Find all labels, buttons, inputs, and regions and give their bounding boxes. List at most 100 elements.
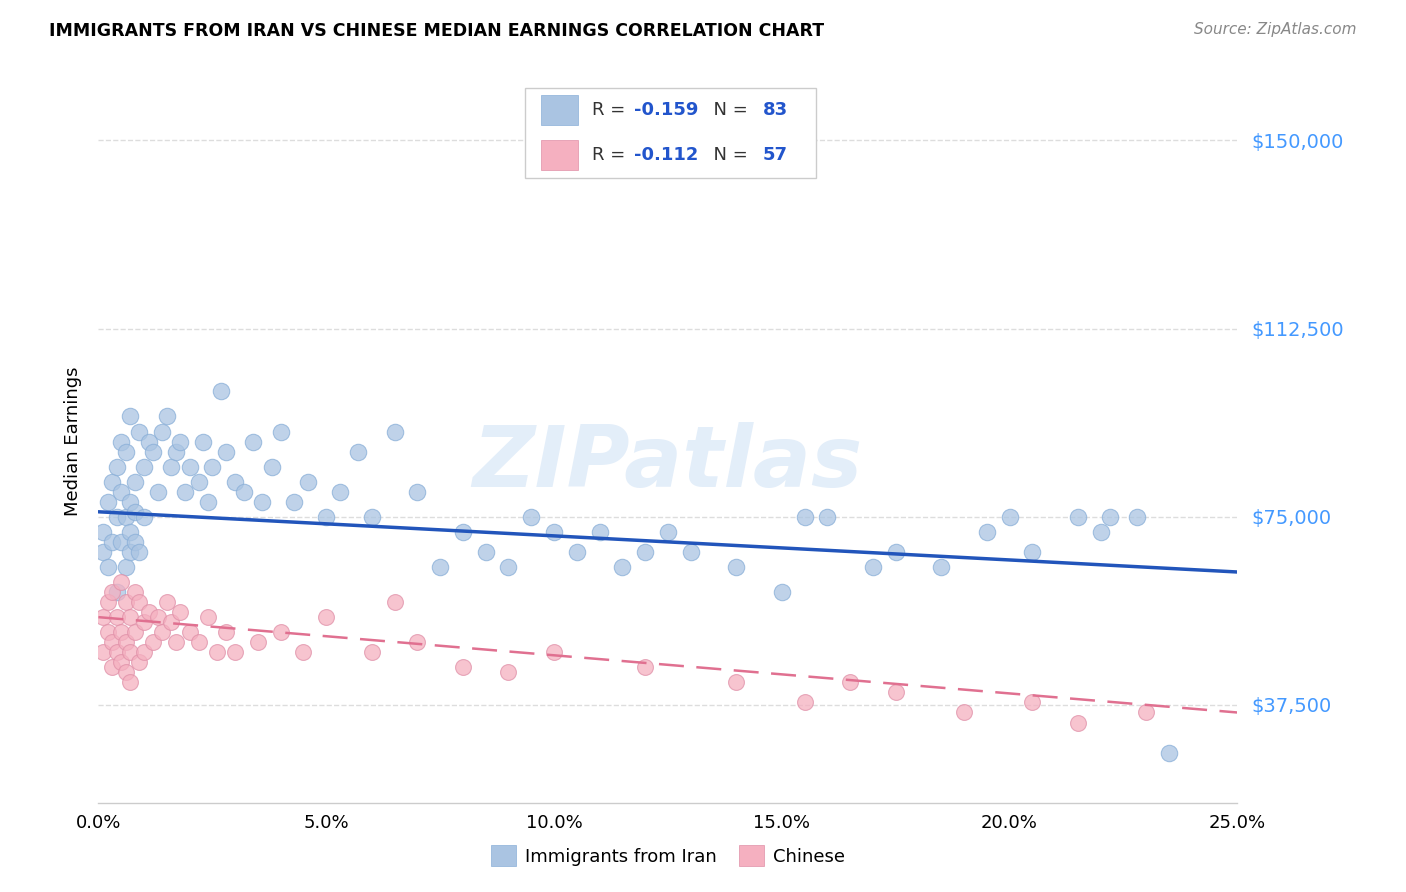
Point: [146, 610, 169, 624]
Point: [91, 524, 114, 539]
Point: [138, 605, 160, 619]
Point: [169, 605, 191, 619]
Point: [156, 595, 179, 609]
Point: [360, 645, 382, 659]
Point: [297, 475, 319, 489]
Point: [96, 494, 118, 508]
Point: [179, 625, 201, 640]
Point: [998, 509, 1021, 524]
Text: N =: N =: [702, 146, 754, 164]
Point: [270, 425, 292, 439]
Point: [120, 675, 142, 690]
Point: [165, 444, 187, 458]
Y-axis label: Median Earnings: Median Earnings: [65, 367, 83, 516]
Legend: Immigrants from Iran, Chinese: Immigrants from Iran, Chinese: [484, 838, 852, 873]
Point: [120, 409, 142, 424]
Point: [174, 484, 197, 499]
Point: [815, 509, 838, 524]
Point: [725, 675, 748, 690]
Point: [793, 696, 815, 710]
Point: [474, 545, 496, 559]
Point: [96, 625, 118, 640]
Point: [110, 655, 132, 669]
Point: [193, 434, 215, 449]
Point: [101, 585, 124, 599]
Point: [634, 660, 657, 674]
Point: [128, 425, 150, 439]
Point: [124, 585, 146, 599]
Text: 83: 83: [762, 101, 787, 120]
Point: [976, 524, 998, 539]
Point: [187, 475, 209, 489]
Point: [146, 484, 169, 499]
Point: [128, 655, 150, 669]
Point: [124, 625, 146, 640]
Point: [105, 610, 128, 624]
Point: [120, 494, 142, 508]
Point: [384, 595, 406, 609]
Point: [406, 484, 429, 499]
Point: [110, 574, 132, 589]
Point: [565, 545, 588, 559]
Point: [101, 475, 124, 489]
Point: [429, 560, 451, 574]
Point: [169, 434, 191, 449]
Point: [96, 595, 118, 609]
Point: [110, 625, 132, 640]
Point: [451, 524, 474, 539]
Point: [1126, 509, 1149, 524]
Point: [1067, 715, 1090, 730]
Text: -0.112: -0.112: [634, 146, 697, 164]
Point: [498, 665, 520, 680]
Point: [215, 625, 238, 640]
Point: [205, 645, 228, 659]
Point: [1067, 509, 1090, 524]
Point: [1157, 746, 1180, 760]
Point: [110, 434, 132, 449]
Point: [160, 459, 183, 474]
Point: [884, 545, 907, 559]
Point: [124, 505, 146, 519]
Text: IMMIGRANTS FROM IRAN VS CHINESE MEDIAN EARNINGS CORRELATION CHART: IMMIGRANTS FROM IRAN VS CHINESE MEDIAN E…: [49, 22, 824, 40]
Point: [793, 509, 815, 524]
Point: [132, 509, 155, 524]
Point: [315, 610, 337, 624]
Text: -0.159: -0.159: [634, 101, 697, 120]
Point: [360, 509, 382, 524]
Point: [91, 645, 114, 659]
Point: [101, 660, 124, 674]
Point: [884, 685, 907, 699]
Point: [105, 585, 128, 599]
Point: [770, 585, 793, 599]
Point: [634, 545, 657, 559]
Point: [110, 534, 132, 549]
Point: [1021, 545, 1043, 559]
Point: [142, 635, 165, 649]
Point: [96, 560, 118, 574]
Point: [132, 645, 155, 659]
Point: [150, 625, 173, 640]
Text: Source: ZipAtlas.com: Source: ZipAtlas.com: [1194, 22, 1357, 37]
Point: [292, 645, 315, 659]
Point: [114, 560, 136, 574]
Point: [138, 434, 160, 449]
Text: ZIPatlas: ZIPatlas: [472, 422, 863, 505]
Point: [406, 635, 429, 649]
Point: [120, 545, 142, 559]
FancyBboxPatch shape: [541, 95, 578, 125]
Point: [114, 635, 136, 649]
Point: [105, 459, 128, 474]
Point: [91, 545, 114, 559]
Point: [179, 459, 201, 474]
Point: [128, 595, 150, 609]
Point: [150, 425, 173, 439]
Point: [105, 645, 128, 659]
Point: [142, 444, 165, 458]
Point: [588, 524, 610, 539]
Point: [201, 459, 224, 474]
Point: [679, 545, 702, 559]
Point: [160, 615, 183, 630]
Point: [132, 459, 155, 474]
Point: [197, 494, 219, 508]
Point: [197, 610, 219, 624]
